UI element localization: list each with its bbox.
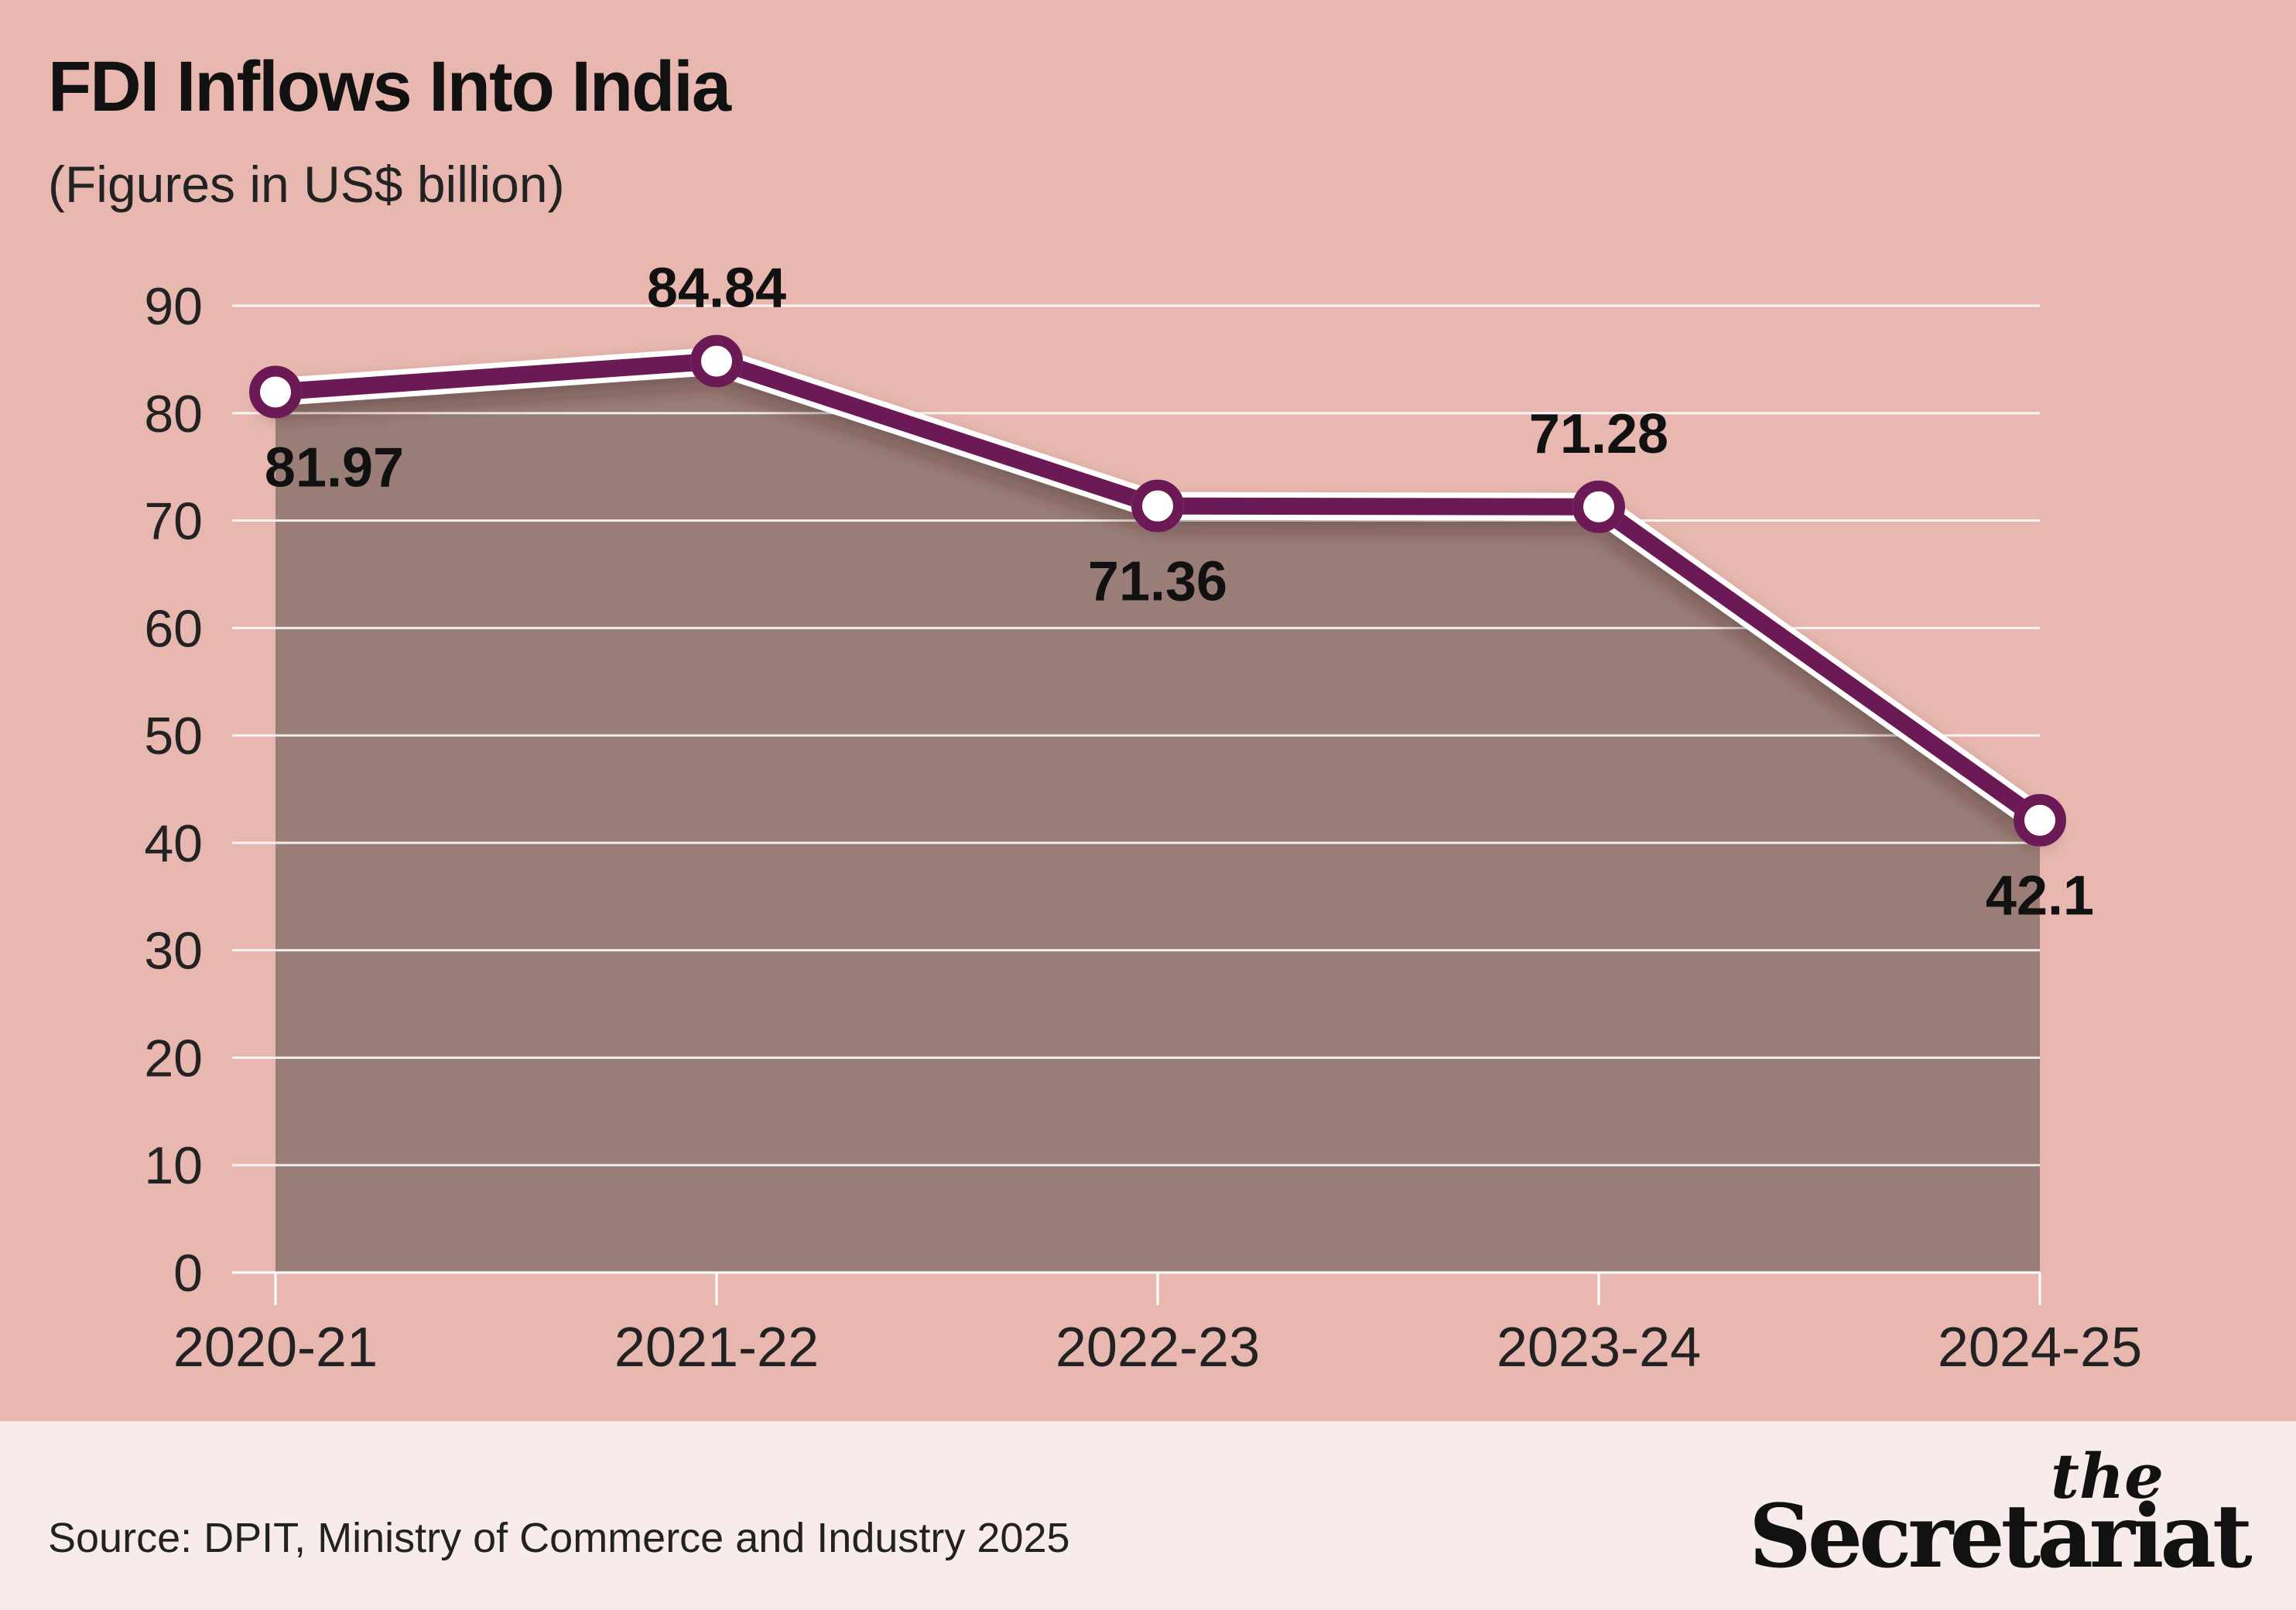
y-tick-label: 70	[144, 492, 203, 551]
y-tick-label: 60	[144, 599, 203, 658]
data-point	[1572, 480, 1625, 533]
x-tick-label: 2024-25	[1938, 1317, 2142, 1379]
y-tick-label: 20	[144, 1029, 203, 1088]
logo-name: Secretariat	[1749, 1486, 2253, 1588]
data-label: 71.28	[1529, 403, 1668, 465]
data-label: 84.84	[647, 258, 786, 320]
x-tick-label: 2022-23	[1056, 1317, 1260, 1379]
x-tick-label: 2021-22	[614, 1317, 819, 1379]
data-label: 81.97	[265, 437, 404, 498]
area-fill	[275, 361, 2040, 1273]
source-note: Source: DPIT, Ministry of Commerce and I…	[48, 1515, 1070, 1561]
data-point	[1131, 479, 1184, 533]
x-tick-label: 2023-24	[1497, 1317, 1701, 1379]
data-label: 42.1	[1986, 865, 2094, 927]
y-tick-label: 90	[144, 277, 203, 336]
data-point	[249, 365, 302, 419]
y-tick-label: 30	[144, 922, 203, 981]
chart-subtitle: (Figures in US$ billion)	[48, 156, 565, 213]
logo-the: the	[2051, 1440, 2164, 1512]
line-chart: 0 10 20 30 40 50 60 70 80 90 2020-21 2021-22 2022-23…	[144, 258, 2142, 1379]
y-tick-label: 0	[173, 1244, 203, 1303]
y-tick-label: 80	[144, 385, 203, 444]
data-point	[2014, 793, 2066, 847]
y-tick-label: 40	[144, 814, 203, 873]
x-tick-label: 2020-21	[173, 1317, 378, 1379]
footer	[0, 1421, 2296, 1610]
data-point	[690, 334, 743, 388]
y-tick-label: 10	[144, 1136, 203, 1195]
y-tick-label: 50	[144, 707, 203, 766]
chart-title: FDI Inflows Into India	[48, 47, 731, 126]
data-label: 71.36	[1088, 551, 1227, 613]
